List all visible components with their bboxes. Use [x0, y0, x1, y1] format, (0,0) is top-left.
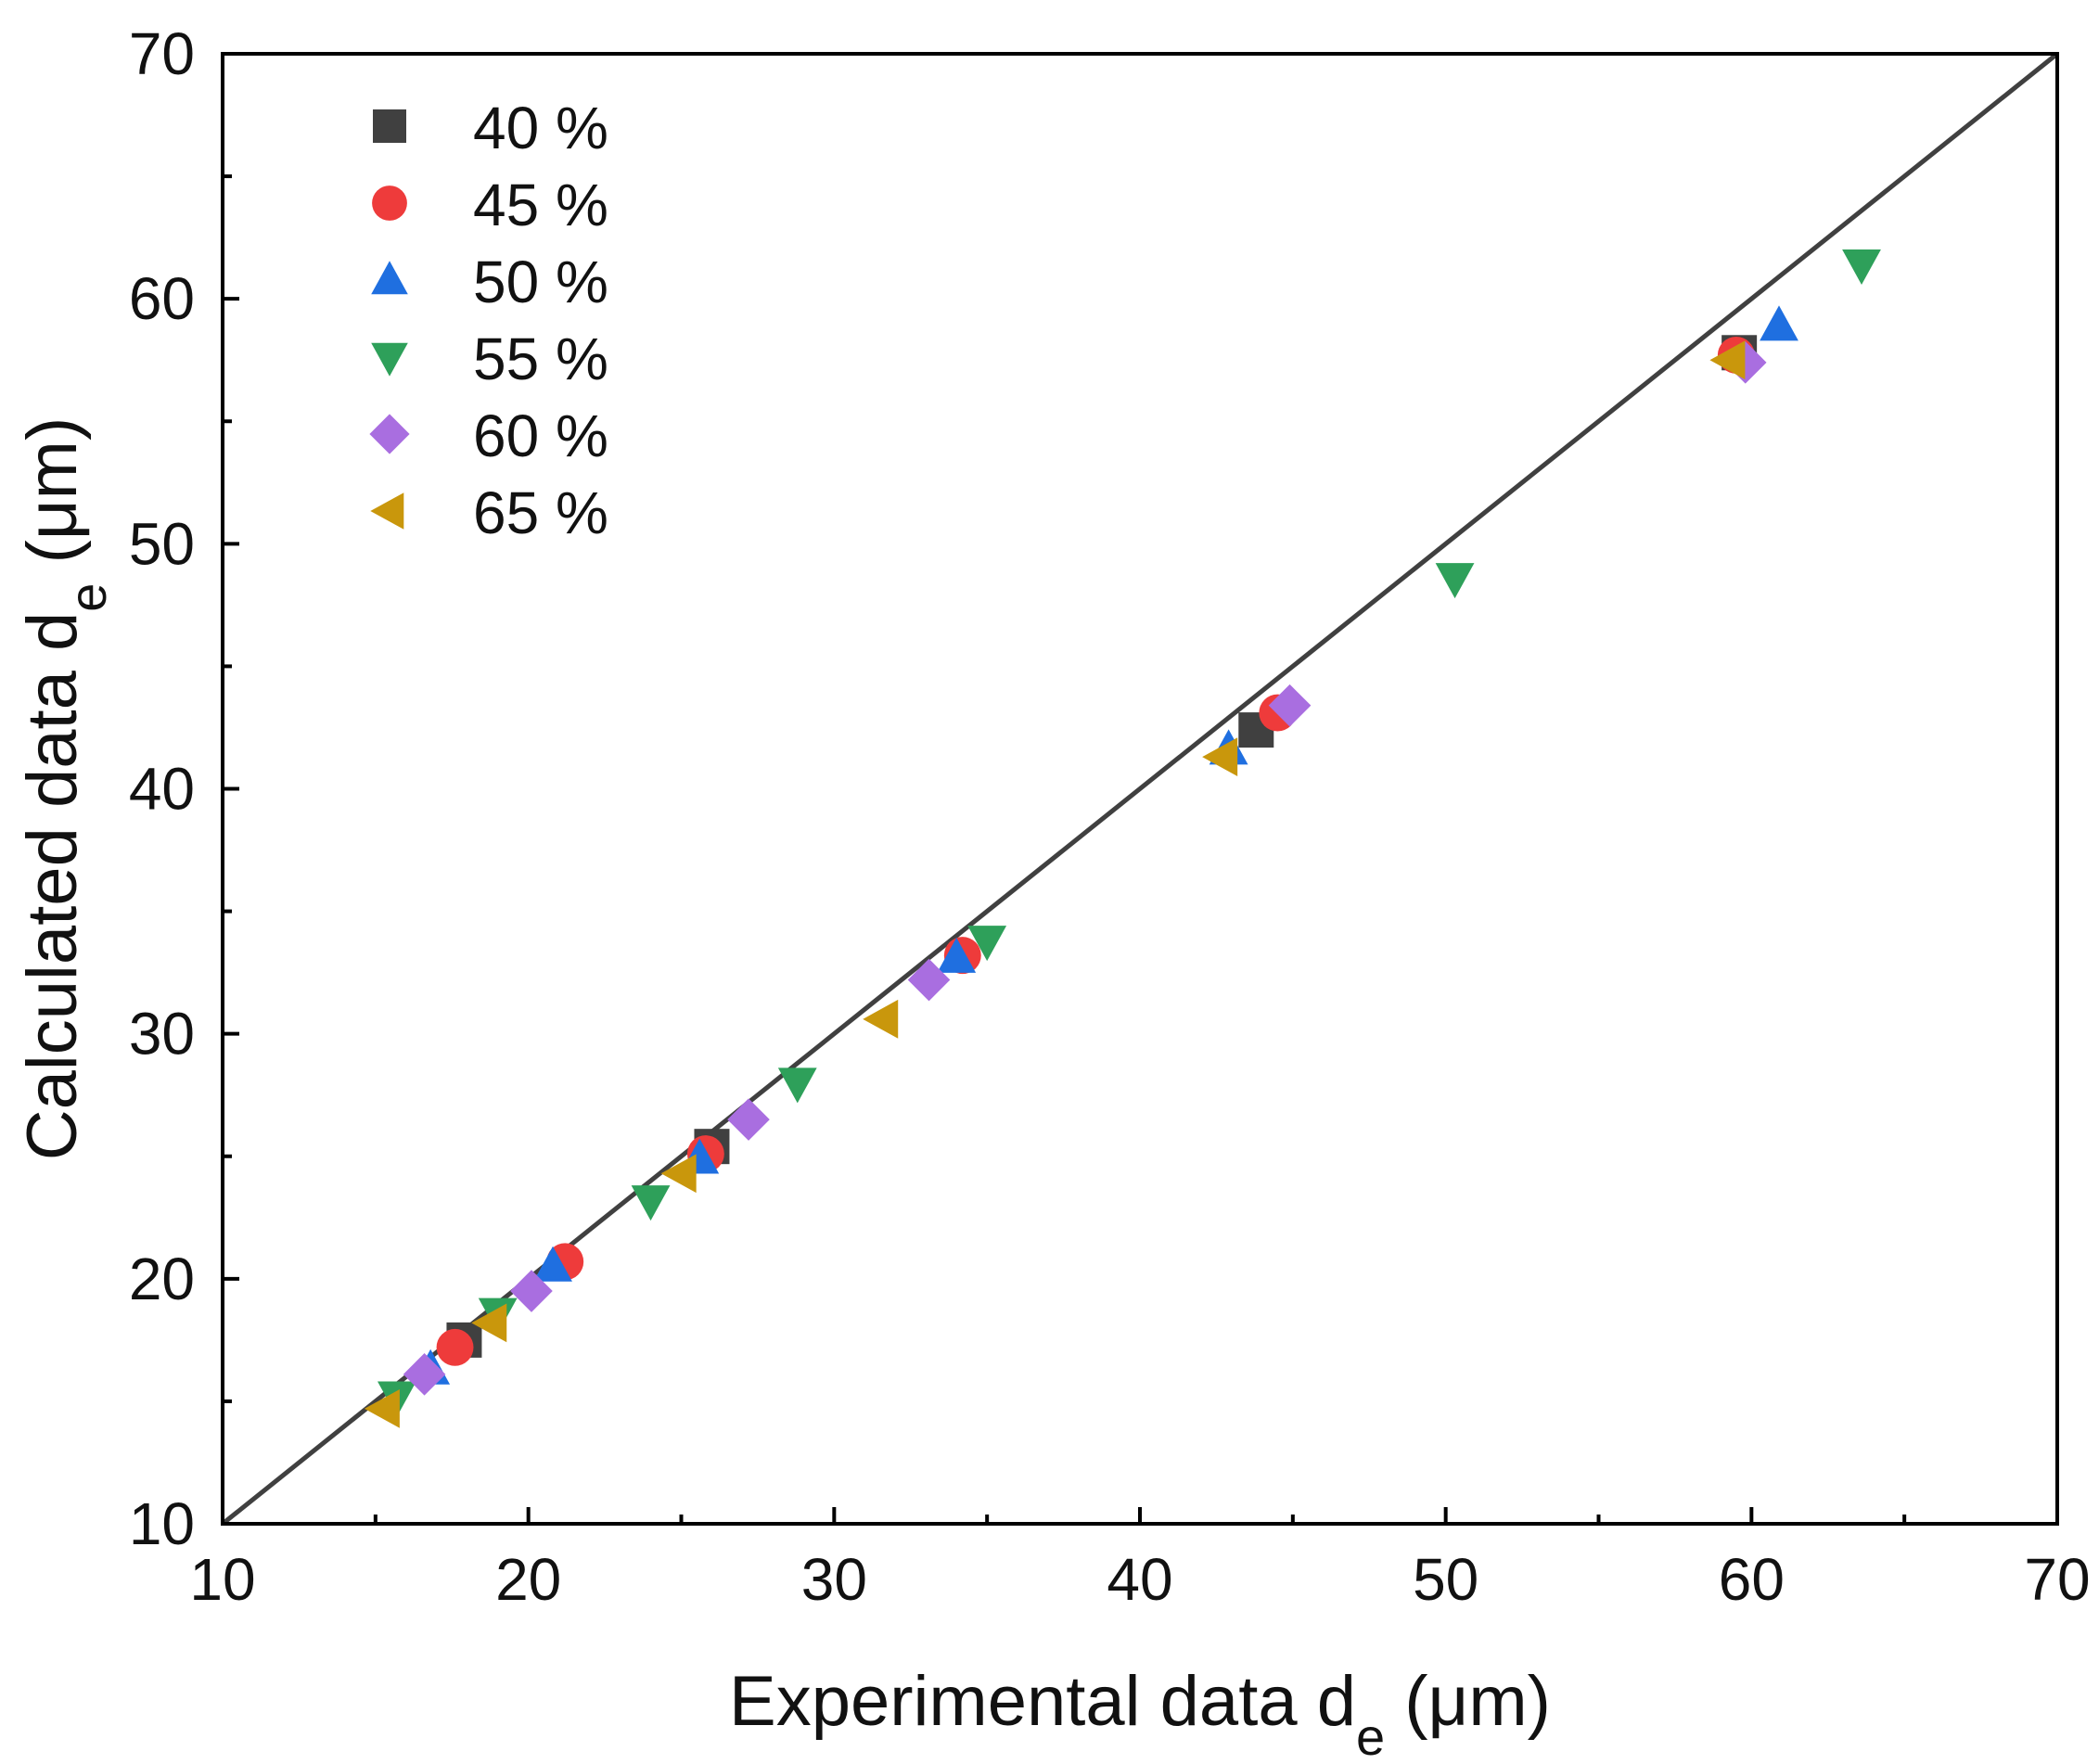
data-point	[907, 958, 951, 1002]
legend-label: 50 %	[473, 249, 608, 315]
y-tick-label: 70	[129, 20, 195, 87]
x-axis-title-main: Experimental data d	[729, 1662, 1356, 1741]
y-tick-label: 40	[129, 756, 195, 823]
data-point	[967, 926, 1007, 962]
legend-marker	[371, 342, 408, 377]
data-point	[533, 1246, 572, 1282]
data-point	[631, 1185, 671, 1221]
data-point	[510, 1270, 553, 1312]
data-point	[436, 1328, 474, 1366]
x-axis-title: Experimental data de (μm)	[729, 1662, 1551, 1764]
y-axis-title: Calculated data de (μm)	[13, 417, 117, 1161]
x-tick-label: 10	[189, 1546, 255, 1613]
plot-area	[221, 52, 2059, 1526]
y-tick-label: 50	[129, 510, 195, 577]
legend-marker	[372, 185, 407, 221]
y-tick-label: 30	[129, 1001, 195, 1067]
legend-marker	[373, 109, 406, 143]
x-tick-label: 60	[1719, 1546, 1785, 1613]
axes: 10 20 30 40 50 60 70 10 20 30 40 50 60 70	[129, 20, 2091, 1613]
y-tick-label: 60	[129, 265, 195, 332]
legend-marker	[370, 492, 404, 530]
data-point	[863, 999, 899, 1039]
legend-label: 40 %	[473, 95, 608, 161]
data-point	[364, 1388, 400, 1428]
legend-label: 65 %	[473, 479, 608, 546]
data-point	[1202, 737, 1238, 777]
x-tick-label: 70	[2024, 1546, 2090, 1613]
x-tick-label: 20	[495, 1546, 561, 1613]
data-point	[403, 1353, 446, 1396]
x-axis-title-subscript: e	[1356, 1707, 1385, 1764]
data-points	[364, 249, 1881, 1428]
data-point	[1268, 684, 1312, 727]
data-point	[1842, 249, 1881, 286]
data-point	[1435, 563, 1475, 599]
legend-marker	[371, 261, 408, 295]
x-axis-ticks: 10 20 30 40 50 60 70	[189, 1507, 2091, 1613]
legend-marker	[369, 414, 410, 454]
data-point	[660, 1154, 697, 1194]
series-65	[364, 340, 1746, 1428]
y-tick-label: 10	[129, 1490, 195, 1557]
x-tick-label: 30	[801, 1546, 867, 1613]
x-tick-label: 40	[1107, 1546, 1172, 1613]
legend-label: 45 %	[473, 172, 608, 238]
y-tick-label: 20	[129, 1246, 195, 1312]
legend-label: 55 %	[473, 326, 608, 392]
data-point	[471, 1303, 507, 1343]
legend-label: 60 %	[473, 403, 608, 469]
x-axis-title-unit: (μm)	[1385, 1662, 1551, 1741]
y-axis-ticks: 10 20 30 40 50 60 70	[129, 20, 239, 1557]
legend: 40 % 45 % 50 % 55 % 60 % 65 %	[369, 95, 608, 546]
data-point	[1709, 340, 1746, 380]
data-point	[937, 937, 977, 973]
y-axis-title-main: Calculated data d	[13, 612, 92, 1161]
x-tick-label: 50	[1413, 1546, 1478, 1613]
data-point	[777, 1067, 817, 1104]
data-point	[727, 1098, 770, 1141]
y-axis-title-subscript: e	[58, 583, 117, 612]
y-axis-title-unit: (μm)	[13, 417, 92, 583]
series-60	[403, 341, 1767, 1396]
data-point	[1760, 305, 1798, 341]
